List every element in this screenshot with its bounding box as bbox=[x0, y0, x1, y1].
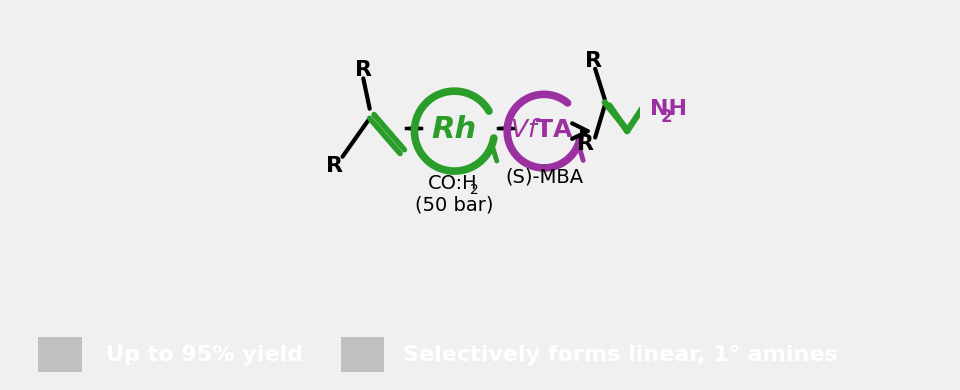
Text: CO:H: CO:H bbox=[428, 174, 478, 193]
Text: Selectively forms linear, 1° amines: Selectively forms linear, 1° amines bbox=[403, 345, 838, 365]
Text: NH: NH bbox=[650, 99, 687, 119]
Text: R: R bbox=[577, 134, 594, 154]
Text: 2: 2 bbox=[469, 183, 479, 197]
FancyBboxPatch shape bbox=[341, 337, 384, 372]
Text: $\it{Vf}$TA: $\it{Vf}$TA bbox=[511, 117, 574, 142]
Text: R: R bbox=[355, 60, 372, 80]
FancyBboxPatch shape bbox=[38, 337, 82, 372]
Text: Rh: Rh bbox=[432, 115, 477, 144]
Text: (50 bar): (50 bar) bbox=[415, 195, 493, 214]
Text: 2: 2 bbox=[660, 108, 672, 126]
Text: R: R bbox=[585, 51, 602, 71]
Text: Up to 95% yield: Up to 95% yield bbox=[106, 345, 302, 365]
Text: R: R bbox=[326, 156, 343, 176]
Text: (S)-MBA: (S)-MBA bbox=[505, 168, 583, 187]
